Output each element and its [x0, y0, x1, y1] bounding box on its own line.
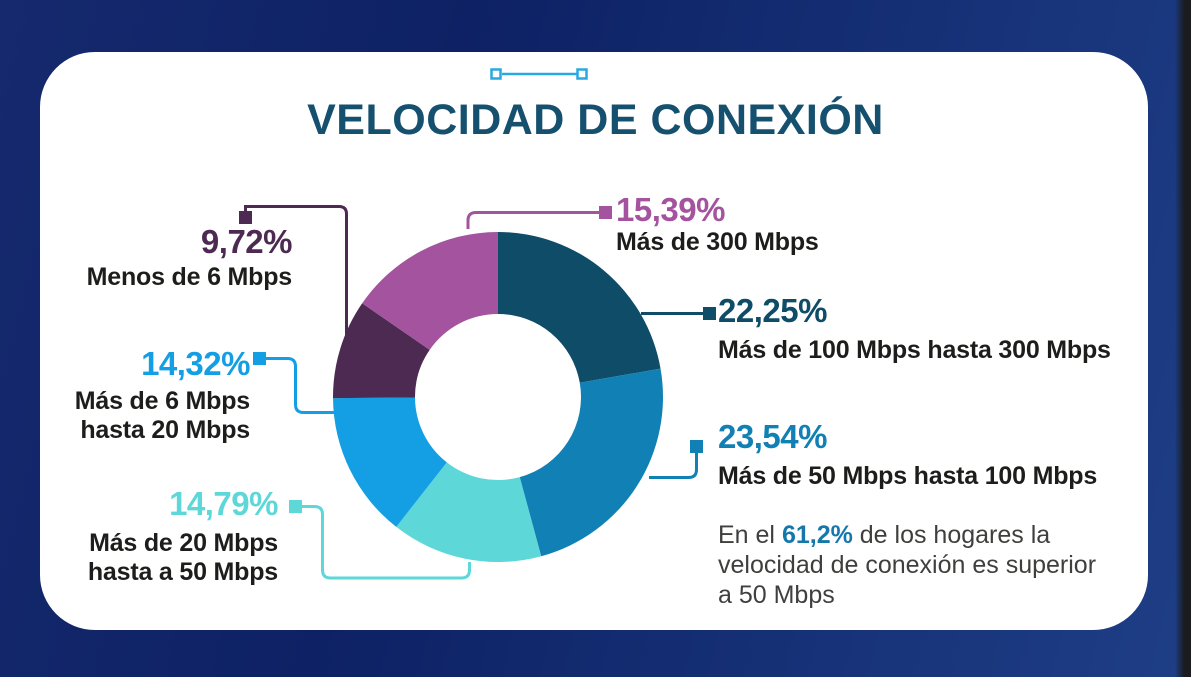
callout-mas-100-hasta-300-percent: 22,25% — [718, 292, 827, 329]
title-accent — [490, 68, 588, 80]
donut-slice-mas-100-hasta-300 — [498, 232, 661, 383]
marker-mas-300 — [599, 206, 612, 219]
note-line-3: a 50 Mbps — [718, 581, 835, 609]
connector-mas-50-hasta-100 — [649, 453, 698, 479]
callout-mas-6-hasta-20-label: Más de 6 Mbps hasta 20 Mbps — [75, 387, 250, 445]
donut-slice-menos-6 — [332, 303, 430, 399]
marker-mas-6-hasta-20 — [253, 352, 266, 365]
note-text: de los hogares la — [852, 521, 1051, 549]
donut-slice-mas-20-hasta-50 — [396, 462, 542, 562]
callout-mas-50-hasta-100-percent: 23,54% — [718, 418, 827, 455]
callout-mas-6-hasta-20: 14,32% Más de 6 Mbps hasta 20 Mbps — [75, 345, 251, 445]
callout-menos-6-percent: 9,72% — [200, 223, 293, 260]
callout-mas-20-hasta-50-label: Más de 20 Mbps hasta a 50 Mbps — [88, 529, 278, 587]
callout-mas-50-hasta-100-label: Más de 50 Mbps hasta 100 Mbps — [718, 462, 1098, 490]
callout-menos-6-label: Menos de 6 Mbps — [86, 263, 293, 291]
label-line-2: hasta a 50 Mbps — [87, 558, 278, 586]
marker-menos-6 — [239, 211, 252, 224]
note-text: En el — [718, 521, 782, 549]
accent-square-right — [576, 68, 588, 80]
donut-slice-mas-6-hasta-20 — [333, 397, 447, 527]
marker-mas-50-hasta-100 — [690, 440, 703, 453]
note-highlight: 61,2% — [781, 521, 853, 549]
callout-mas-100-hasta-300: 22,25% Más de 100 Mbps hasta 300 Mbps — [718, 293, 1111, 365]
marker-mas-100-hasta-300 — [703, 307, 716, 320]
donut-slice-mas-300 — [362, 232, 498, 350]
callout-menos-6: 9,72% Menos de 6 Mbps — [86, 223, 293, 292]
callout-mas-20-hasta-50-percent: 14,79% — [169, 485, 278, 522]
callout-mas-300-percent: 15,39% — [616, 191, 725, 228]
callout-mas-50-hasta-100: 23,54% Más de 50 Mbps hasta 100 Mbps — [718, 419, 1097, 491]
marker-mas-20-hasta-50 — [289, 500, 302, 513]
callout-mas-100-hasta-300-label: Más de 100 Mbps hasta 300 Mbps — [718, 336, 1111, 364]
accent-square-left — [490, 68, 502, 80]
donut-slice-mas-50-hasta-100 — [519, 368, 664, 557]
callout-mas-20-hasta-50: 14,79% Más de 20 Mbps hasta a 50 Mbps — [88, 485, 279, 587]
label-line-2: hasta 20 Mbps — [80, 416, 250, 444]
callout-mas-300: 15,39% Más de 300 Mbps — [616, 192, 819, 257]
note-line-1: En el 61,2% de los hogares la — [718, 520, 1118, 550]
callout-mas-300-label: Más de 300 Mbps — [616, 228, 819, 256]
donut-chart — [332, 232, 664, 562]
connector-mas-300 — [466, 211, 599, 229]
summary-note: En el 61,2% de los hogares la velocidad … — [718, 520, 1118, 610]
connector-menos-6 — [244, 205, 348, 337]
page-title: VELOCIDAD DE CONEXIÓN — [307, 96, 884, 144]
connector-mas-20-hasta-50 — [302, 505, 471, 580]
callout-connectors — [244, 205, 703, 580]
callout-mas-6-hasta-20-percent: 14,32% — [141, 345, 250, 382]
label-line-1: Más de 6 Mbps — [74, 387, 250, 415]
connector-mas-6-hasta-20 — [265, 357, 336, 414]
callout-markers — [239, 206, 716, 513]
label-line-1: Más de 20 Mbps — [89, 529, 278, 557]
note-line-2: velocidad de conexión es superior — [718, 551, 1097, 579]
